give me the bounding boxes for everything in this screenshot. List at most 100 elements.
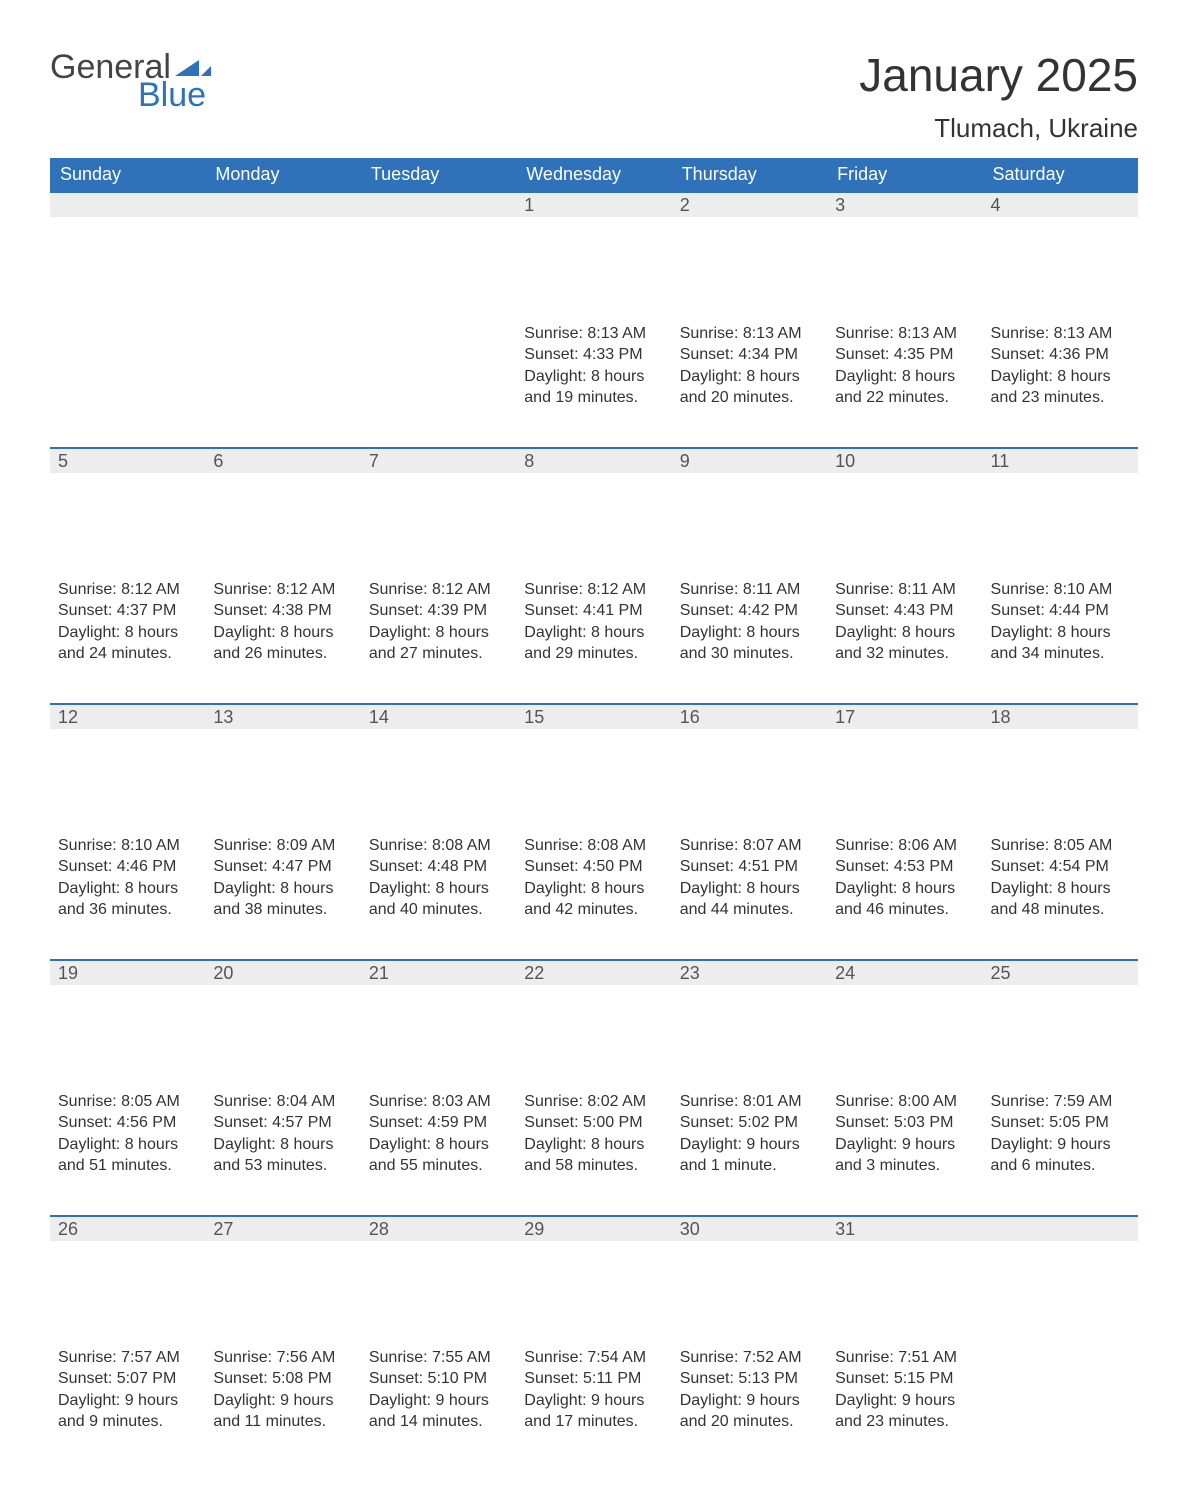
- sunrise-value: 8:07 AM: [743, 837, 802, 854]
- day-cell-empty: [50, 319, 205, 337]
- sunrise-value: 8:13 AM: [587, 325, 646, 342]
- day-number: 8: [516, 447, 671, 473]
- sunrise-label: Sunrise:: [213, 837, 276, 854]
- calendar-page: General Blue January 2025 Tlumach, Ukrai…: [0, 0, 1188, 1511]
- sunset-line: Sunset: 4:36 PM: [991, 344, 1130, 366]
- sunset-value: 4:33 PM: [583, 346, 643, 363]
- sunrise-line: Sunrise: 8:12 AM: [369, 579, 508, 601]
- sunrise-line: Sunrise: 8:10 AM: [58, 835, 197, 857]
- day-number: 4: [983, 191, 1138, 217]
- day-cell: Sunrise: 7:57 AMSunset: 5:07 PMDaylight:…: [50, 1343, 205, 1447]
- sunrise-label: Sunrise:: [991, 581, 1054, 598]
- day-cell: Sunrise: 7:52 AMSunset: 5:13 PMDaylight:…: [672, 1343, 827, 1447]
- sunset-value: 5:11 PM: [583, 1370, 641, 1387]
- sunrise-value: 8:05 AM: [1054, 837, 1113, 854]
- sunset-line: Sunset: 5:08 PM: [213, 1368, 352, 1390]
- sunrise-value: 8:04 AM: [277, 1093, 336, 1110]
- sunset-value: 4:38 PM: [272, 602, 332, 619]
- day-number: 6: [205, 447, 360, 473]
- daylight-label: Daylight:: [680, 624, 747, 641]
- daylight-label: Daylight:: [680, 1392, 747, 1409]
- sunrise-line: Sunrise: 8:12 AM: [58, 579, 197, 601]
- sunset-value: 5:00 PM: [583, 1114, 643, 1131]
- daylight-line: Daylight: 8 hours and 24 minutes.: [58, 622, 197, 665]
- sunset-label: Sunset:: [991, 346, 1050, 363]
- day-cell-empty: [361, 319, 516, 337]
- day-number: 17: [827, 703, 982, 729]
- day-number: 9: [672, 447, 827, 473]
- daylight-line: Daylight: 8 hours and 55 minutes.: [369, 1134, 508, 1177]
- week-daynum-row: 262728293031: [50, 1215, 1138, 1343]
- sunrise-line: Sunrise: 8:09 AM: [213, 835, 352, 857]
- sunset-value: 4:39 PM: [428, 602, 488, 619]
- daylight-label: Daylight:: [58, 1136, 125, 1153]
- day-number: 18: [983, 703, 1138, 729]
- sunrise-line: Sunrise: 8:00 AM: [835, 1091, 974, 1113]
- day-number: 22: [516, 959, 671, 985]
- sunrise-value: 8:00 AM: [898, 1093, 957, 1110]
- day-cell: Sunrise: 8:10 AMSunset: 4:44 PMDaylight:…: [983, 575, 1138, 679]
- sunset-value: 4:54 PM: [1049, 858, 1109, 875]
- calendar-body: 1234Sunrise: 8:13 AMSunset: 4:33 PMDayli…: [50, 191, 1138, 1471]
- sunrise-label: Sunrise:: [835, 837, 898, 854]
- sunrise-line: Sunrise: 8:03 AM: [369, 1091, 508, 1113]
- daylight-label: Daylight:: [524, 368, 591, 385]
- daylight-label: Daylight:: [835, 624, 902, 641]
- daylight-line: Daylight: 8 hours and 38 minutes.: [213, 878, 352, 921]
- sunrise-value: 7:59 AM: [1054, 1093, 1113, 1110]
- sunset-line: Sunset: 5:03 PM: [835, 1112, 974, 1134]
- sunrise-label: Sunrise:: [369, 837, 432, 854]
- daylight-line: Daylight: 8 hours and 46 minutes.: [835, 878, 974, 921]
- day-cell: Sunrise: 8:11 AMSunset: 4:43 PMDaylight:…: [827, 575, 982, 679]
- day-number: 1: [516, 191, 671, 217]
- sunset-line: Sunset: 5:11 PM: [524, 1368, 663, 1390]
- sunset-value: 4:57 PM: [272, 1114, 332, 1131]
- sunrise-value: 8:12 AM: [277, 581, 336, 598]
- day-number: 30: [672, 1215, 827, 1241]
- sunset-value: 4:51 PM: [738, 858, 798, 875]
- day-number-empty: [983, 1215, 1138, 1241]
- sunrise-line: Sunrise: 7:59 AM: [991, 1091, 1130, 1113]
- day-number-empty: [50, 191, 205, 217]
- sunrise-label: Sunrise:: [58, 1349, 121, 1366]
- sunrise-line: Sunrise: 8:13 AM: [991, 323, 1130, 345]
- sunset-label: Sunset:: [991, 602, 1050, 619]
- day-number: 7: [361, 447, 516, 473]
- daylight-label: Daylight:: [991, 1136, 1058, 1153]
- sunrise-line: Sunrise: 8:13 AM: [524, 323, 663, 345]
- sunset-label: Sunset:: [58, 1114, 117, 1131]
- sunrise-value: 8:12 AM: [121, 581, 180, 598]
- sunset-label: Sunset:: [991, 1114, 1050, 1131]
- daylight-label: Daylight:: [524, 624, 591, 641]
- sunset-line: Sunset: 5:02 PM: [680, 1112, 819, 1134]
- sunset-label: Sunset:: [213, 602, 272, 619]
- day-cell: Sunrise: 8:08 AMSunset: 4:50 PMDaylight:…: [516, 831, 671, 935]
- day-cell: Sunrise: 8:05 AMSunset: 4:54 PMDaylight:…: [983, 831, 1138, 935]
- sunrise-label: Sunrise:: [369, 1349, 432, 1366]
- day-number: 5: [50, 447, 205, 473]
- daylight-line: Daylight: 9 hours and 17 minutes.: [524, 1390, 663, 1433]
- daylight-line: Daylight: 9 hours and 23 minutes.: [835, 1390, 974, 1433]
- logo: General Blue: [50, 50, 211, 112]
- sunrise-value: 8:06 AM: [898, 837, 957, 854]
- logo-text-blue: Blue: [138, 78, 211, 112]
- sunset-value: 5:03 PM: [894, 1114, 954, 1131]
- day-cell: Sunrise: 8:08 AMSunset: 4:48 PMDaylight:…: [361, 831, 516, 935]
- sunrise-value: 8:03 AM: [432, 1093, 491, 1110]
- sunrise-label: Sunrise:: [680, 325, 743, 342]
- daylight-line: Daylight: 8 hours and 19 minutes.: [524, 366, 663, 409]
- sunset-label: Sunset:: [680, 1114, 739, 1131]
- sunrise-label: Sunrise:: [524, 1349, 587, 1366]
- title-block: January 2025 Tlumach, Ukraine: [859, 50, 1138, 144]
- sunrise-label: Sunrise:: [369, 581, 432, 598]
- sunset-label: Sunset:: [524, 602, 583, 619]
- sunrise-line: Sunrise: 8:02 AM: [524, 1091, 663, 1113]
- calendar-table: SundayMondayTuesdayWednesdayThursdayFrid…: [50, 158, 1138, 1471]
- daylight-label: Daylight:: [369, 1392, 436, 1409]
- day-cell: Sunrise: 8:13 AMSunset: 4:36 PMDaylight:…: [983, 319, 1138, 423]
- day-cell: Sunrise: 8:06 AMSunset: 4:53 PMDaylight:…: [827, 831, 982, 935]
- daylight-label: Daylight:: [524, 1392, 591, 1409]
- daylight-line: Daylight: 8 hours and 48 minutes.: [991, 878, 1130, 921]
- day-number: 12: [50, 703, 205, 729]
- day-cell: Sunrise: 7:56 AMSunset: 5:08 PMDaylight:…: [205, 1343, 360, 1447]
